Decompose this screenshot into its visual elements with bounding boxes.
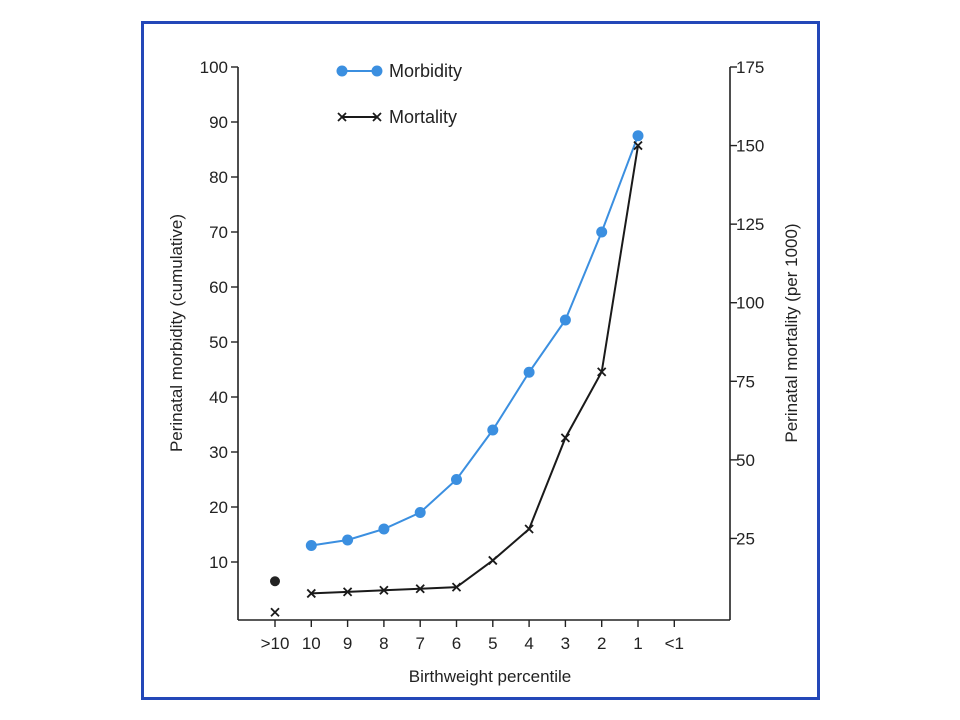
legend: Morbidity Mortality — [336, 61, 462, 127]
x-axis-ticks: >10 10 9 8 7 6 5 4 3 2 1 <1 — [261, 620, 684, 653]
left-tick-label: 90 — [209, 113, 228, 132]
left-tick-label: 40 — [209, 388, 228, 407]
x-tick-label: >10 — [261, 634, 290, 653]
mortality-point — [379, 585, 389, 595]
right-tick-label: 175 — [736, 58, 764, 77]
left-tick-label: 70 — [209, 223, 228, 242]
mortality-point — [415, 584, 425, 594]
mortality-point — [451, 582, 462, 592]
left-tick-label: 60 — [209, 278, 228, 297]
mortality-series-line — [311, 145, 639, 595]
x-tick-label: 6 — [452, 634, 461, 653]
legend-label-mortality: Mortality — [389, 107, 457, 127]
x-tick-label: 8 — [379, 634, 388, 653]
x-tick-label: 7 — [415, 634, 424, 653]
chart-frame — [141, 21, 820, 700]
left-tick-label: 10 — [209, 553, 228, 572]
right-axis-ticks: 25 50 75 100 125 150 175 — [730, 58, 764, 548]
morbidity-point — [523, 366, 535, 378]
mortality-point — [633, 140, 643, 151]
morbidity-series-line — [311, 135, 639, 547]
morbidity-point — [596, 226, 608, 238]
mortality-point — [306, 588, 316, 599]
right-tick-label: 100 — [736, 294, 764, 313]
right-tick-label: 25 — [736, 529, 755, 548]
morbidity-point — [342, 534, 354, 546]
series-lines — [311, 135, 639, 595]
right-tick-label: 50 — [736, 451, 755, 470]
series-markers — [270, 130, 644, 617]
left-tick-label: 80 — [209, 168, 228, 187]
right-y-axis-label: Perinatal mortality (per 1000) — [782, 223, 801, 442]
left-tick-label: 20 — [209, 498, 228, 517]
mortality-point — [342, 587, 353, 597]
right-tick-label: 75 — [736, 372, 755, 391]
morbidity-point — [451, 474, 462, 485]
axes — [237, 67, 731, 621]
left-y-axis-label: Perinatal morbidity (cumulative) — [167, 214, 186, 452]
morbidity-point — [378, 523, 390, 535]
morbidity-point — [414, 507, 426, 518]
mortality-point — [488, 555, 498, 566]
reference-dot-point — [270, 576, 280, 587]
x-tick-label: 5 — [488, 634, 497, 653]
morbidity-point — [487, 424, 499, 436]
morbidity-point — [632, 130, 644, 142]
x-tick-label: 1 — [633, 634, 642, 653]
legend-label-morbidity: Morbidity — [389, 61, 462, 81]
x-tick-label: <1 — [665, 634, 684, 653]
x-tick-label: 3 — [561, 634, 570, 653]
legend-item-morbidity: Morbidity — [336, 61, 462, 81]
left-tick-label: 50 — [209, 333, 228, 352]
morbidity-point — [305, 540, 317, 551]
right-tick-label: 125 — [736, 215, 764, 234]
x-axis-label: Birthweight percentile — [409, 667, 572, 686]
mortality-point — [560, 433, 571, 443]
reference-x-point — [270, 607, 280, 617]
x-tick-label: 2 — [597, 634, 606, 653]
right-tick-label: 150 — [736, 137, 764, 156]
legend-item-mortality: Mortality — [337, 107, 457, 127]
left-axis-ticks: 10 20 30 40 50 60 70 80 90 100 — [200, 58, 238, 572]
mortality-point — [524, 524, 534, 534]
morbidity-point — [559, 314, 571, 326]
mortality-point — [597, 367, 607, 377]
x-tick-label: 9 — [343, 634, 352, 653]
left-tick-label: 100 — [200, 58, 228, 77]
x-tick-label: 4 — [524, 634, 533, 653]
left-tick-label: 30 — [209, 443, 228, 462]
x-tick-label: 10 — [302, 634, 321, 653]
